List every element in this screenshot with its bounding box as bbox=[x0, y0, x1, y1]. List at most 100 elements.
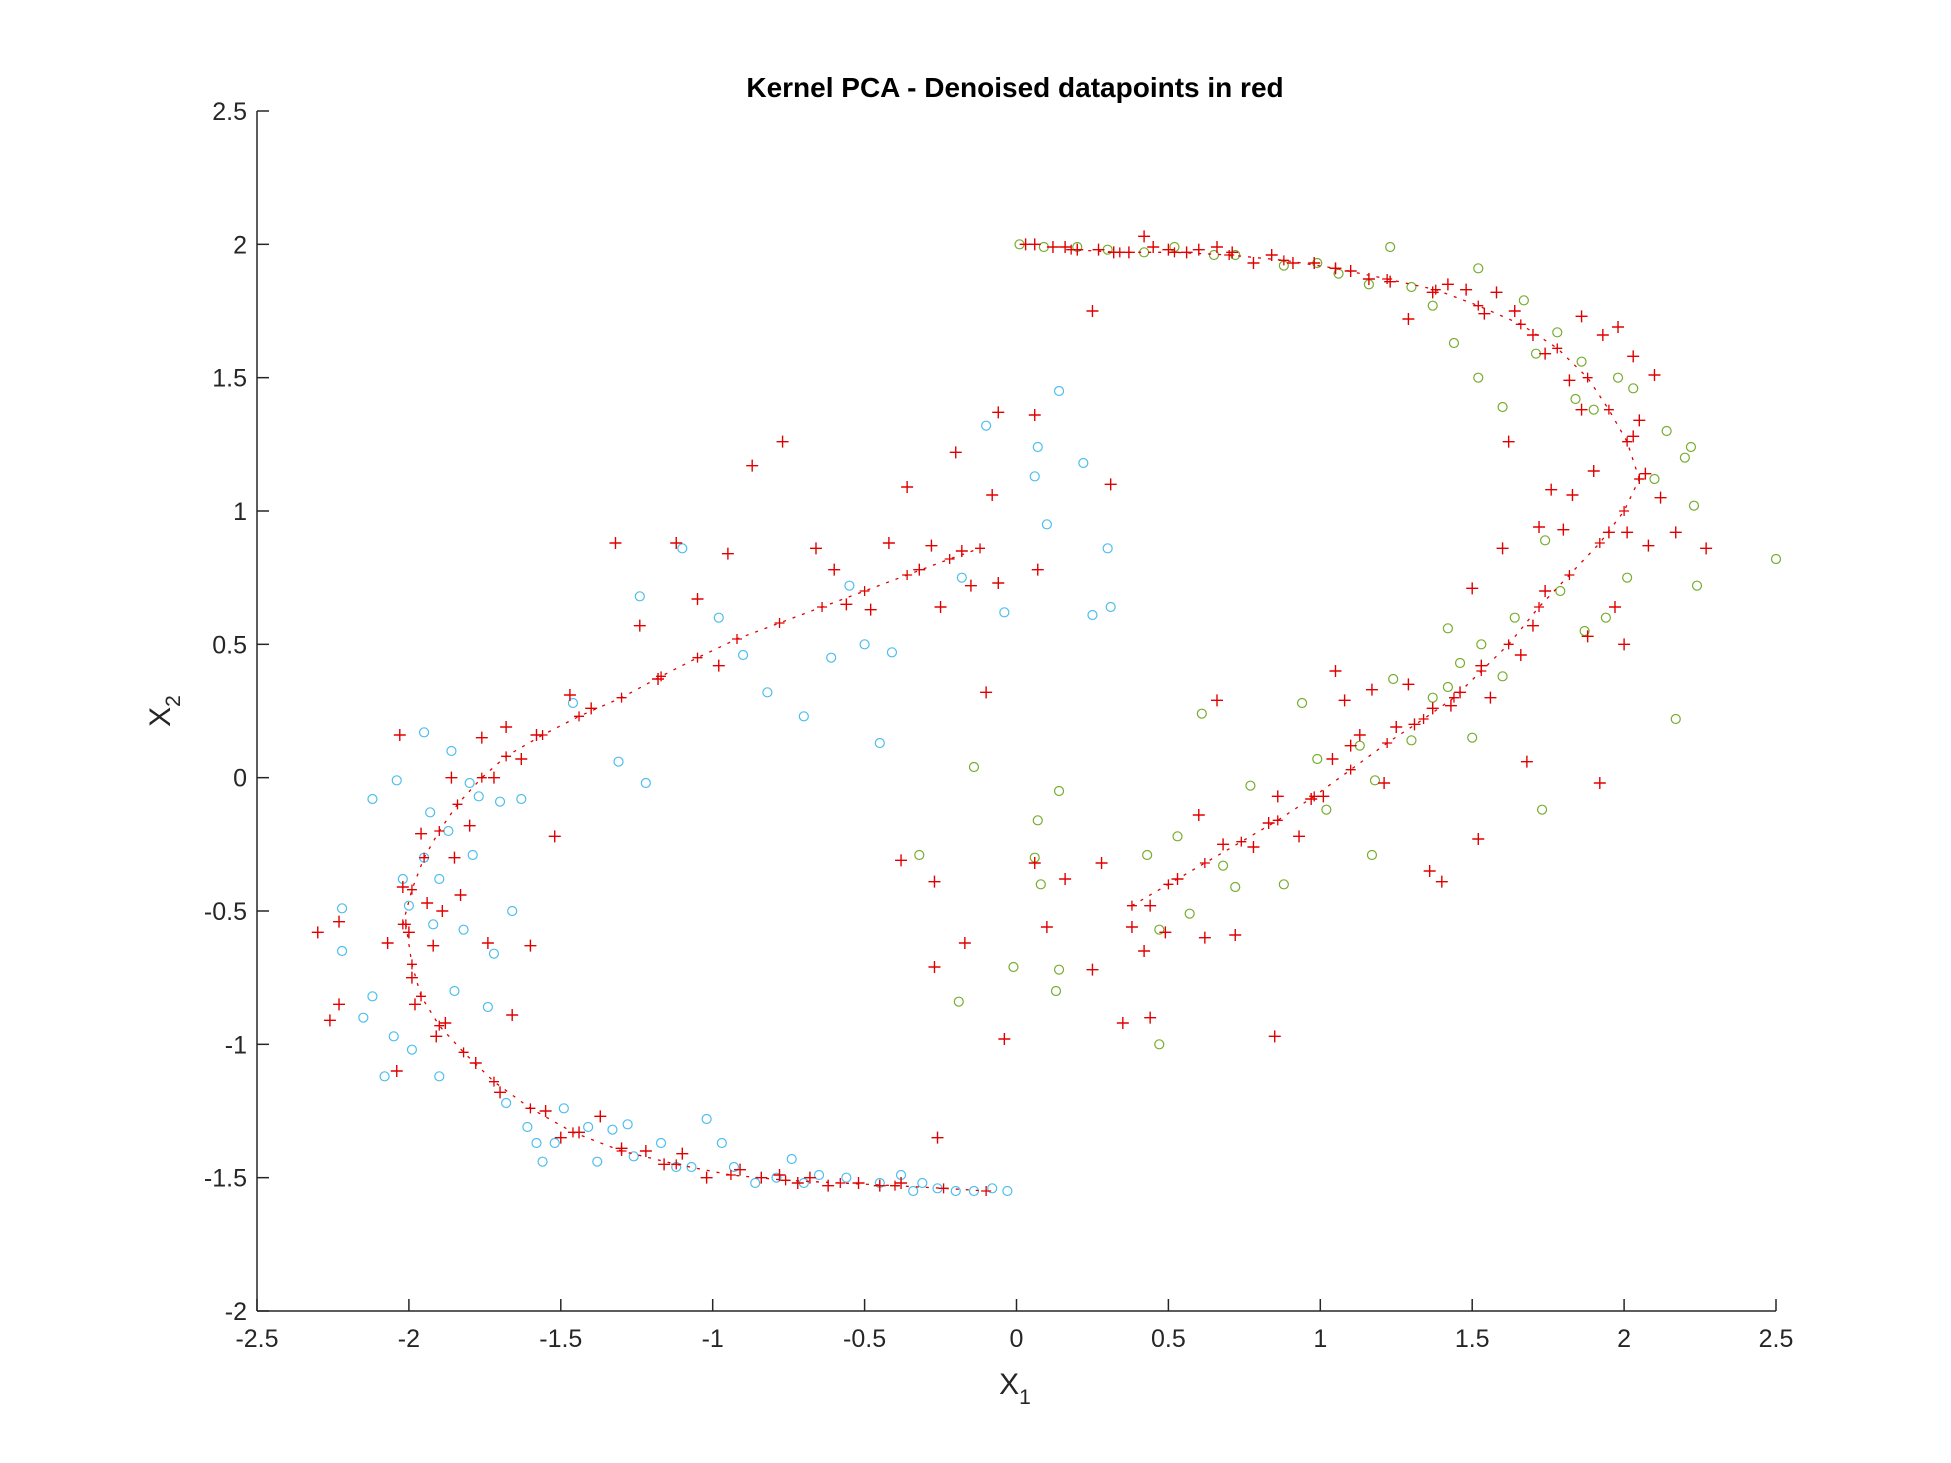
series-1-point bbox=[1008, 961, 1019, 973]
series-2-point bbox=[585, 702, 598, 715]
series-3-point bbox=[656, 671, 667, 682]
series-2-point bbox=[1581, 630, 1594, 643]
series-0-point bbox=[434, 873, 445, 885]
series-2-point bbox=[1539, 347, 1552, 360]
y-axis-label: X2 bbox=[144, 695, 185, 727]
y-tick-label: 2.5 bbox=[212, 98, 247, 126]
y-tick-label: 1.5 bbox=[212, 365, 247, 393]
series-2-point bbox=[594, 1110, 607, 1123]
series-0-point bbox=[537, 1156, 548, 1167]
series-1-point bbox=[1497, 401, 1508, 413]
series-2-point bbox=[1520, 755, 1533, 768]
series-2-point bbox=[427, 939, 440, 952]
series-5-point bbox=[1619, 506, 1630, 516]
series-3-point bbox=[902, 570, 913, 580]
series-4-point bbox=[835, 1178, 846, 1188]
series-0-point bbox=[403, 900, 414, 911]
series-1-point bbox=[1406, 735, 1417, 746]
series-2-point bbox=[381, 937, 394, 949]
series-2-point bbox=[539, 1105, 552, 1117]
series-1-point bbox=[1685, 441, 1697, 453]
series-2-point bbox=[402, 926, 415, 939]
series-2-point bbox=[1642, 539, 1655, 552]
series-0-point bbox=[640, 777, 651, 789]
series-4-point bbox=[616, 1146, 627, 1156]
series-2-point bbox=[934, 601, 947, 613]
series-1-point bbox=[1679, 452, 1690, 463]
series-0-point bbox=[859, 639, 870, 650]
series-0-point bbox=[1041, 519, 1052, 530]
series-0-point bbox=[728, 1161, 740, 1173]
series-1-point bbox=[1217, 860, 1229, 871]
series-2-point bbox=[554, 1131, 567, 1144]
series-2-point bbox=[958, 937, 971, 949]
series-5-point bbox=[1503, 639, 1514, 650]
series-1-point bbox=[1427, 300, 1438, 311]
y-tick-label: -1 bbox=[225, 1031, 247, 1059]
series-0-point bbox=[494, 796, 506, 807]
series-2-point bbox=[1293, 830, 1306, 843]
series-2-point bbox=[998, 1033, 1011, 1045]
series-2-point bbox=[1502, 435, 1515, 448]
series-3-point bbox=[944, 554, 955, 564]
series-1-point bbox=[1442, 623, 1453, 634]
series-3-point bbox=[616, 692, 627, 703]
series-0-point bbox=[467, 849, 478, 861]
series-2-point bbox=[1435, 875, 1448, 888]
series-2-point bbox=[1575, 403, 1588, 416]
series-2-point bbox=[1426, 286, 1439, 299]
series-0-point bbox=[367, 793, 378, 805]
series-6-point bbox=[1169, 247, 1180, 258]
series-2-point bbox=[1104, 478, 1117, 491]
series-0-point bbox=[1053, 385, 1065, 397]
series-2-point bbox=[1192, 809, 1205, 821]
series-2-point bbox=[469, 1057, 482, 1069]
series-2-point bbox=[1460, 283, 1473, 296]
series-3-point bbox=[501, 751, 512, 762]
series-5-point bbox=[1418, 714, 1429, 724]
series-0-point bbox=[981, 420, 992, 431]
series-6-point bbox=[1430, 284, 1441, 295]
series-1-point bbox=[1555, 585, 1566, 597]
series-1-point bbox=[1448, 337, 1460, 349]
series-4-point bbox=[488, 1076, 499, 1087]
series-0-point bbox=[813, 1169, 825, 1181]
series-2-point bbox=[1423, 865, 1436, 877]
x-axis-label: X1 bbox=[999, 1368, 1031, 1409]
series-2-point bbox=[563, 689, 576, 701]
series-0-point bbox=[762, 687, 773, 698]
series-2-point bbox=[1627, 430, 1640, 443]
series-6-point bbox=[1603, 404, 1614, 415]
series-1-point bbox=[1172, 831, 1183, 842]
series-2-point bbox=[323, 1014, 336, 1027]
series-0-point bbox=[482, 1001, 493, 1013]
series-0-point bbox=[844, 580, 855, 591]
series-2-point bbox=[1484, 691, 1497, 704]
series-2-point bbox=[393, 729, 406, 741]
series-1-point bbox=[1670, 713, 1681, 725]
series-2-point bbox=[1046, 241, 1059, 253]
series-2-point bbox=[506, 1009, 519, 1021]
series-1-point bbox=[1442, 681, 1453, 693]
series-1-point bbox=[1536, 804, 1548, 815]
series-6-point bbox=[1622, 436, 1633, 447]
series-4-point bbox=[780, 1175, 791, 1186]
x-axis-label-base: X bbox=[999, 1368, 1019, 1401]
series-0-point bbox=[786, 1153, 797, 1165]
series-1-point bbox=[1473, 263, 1484, 274]
series-5-point bbox=[1236, 836, 1247, 847]
series-2-point bbox=[1566, 489, 1579, 501]
series-1-point bbox=[1184, 908, 1195, 919]
series-2-point bbox=[746, 459, 759, 472]
series-1-point bbox=[1576, 356, 1587, 367]
series-0-point bbox=[999, 607, 1010, 618]
series-3-point bbox=[537, 730, 548, 740]
series-3-point bbox=[732, 634, 743, 644]
series-2-point bbox=[1514, 649, 1527, 661]
series-2-point bbox=[639, 1145, 652, 1157]
series-0-point bbox=[358, 1012, 369, 1023]
series-0-point bbox=[592, 1156, 603, 1167]
series-1-point bbox=[1321, 804, 1332, 815]
series-3-point bbox=[859, 586, 870, 596]
series-5-point bbox=[1534, 602, 1545, 612]
